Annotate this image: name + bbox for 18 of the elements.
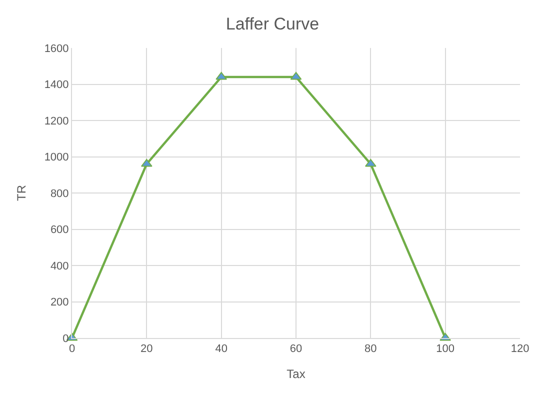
- x-tick-label: 40: [215, 343, 228, 356]
- y-tick-label: 600: [50, 224, 69, 236]
- y-tick-label: 1200: [44, 115, 69, 128]
- x-axis-title: Tax: [286, 367, 306, 382]
- x-tick-label: 120: [510, 343, 530, 356]
- x-tick-label: 100: [436, 343, 455, 356]
- y-tick-label: 1600: [44, 42, 69, 55]
- chart-title: Laffer Curve: [226, 14, 320, 34]
- y-tick-label: 1000: [44, 152, 69, 164]
- y-tick-label: 800: [50, 188, 69, 200]
- y-tick-label: 1400: [44, 79, 69, 92]
- y-tick-label: 0: [62, 332, 69, 345]
- y-axis-title: TR: [14, 184, 29, 201]
- y-tick-label: 400: [50, 260, 69, 272]
- x-tick-label: 60: [290, 343, 302, 356]
- x-tick-label: 20: [140, 343, 153, 356]
- x-tick-label: 80: [364, 343, 377, 356]
- y-tick-label: 200: [50, 296, 69, 309]
